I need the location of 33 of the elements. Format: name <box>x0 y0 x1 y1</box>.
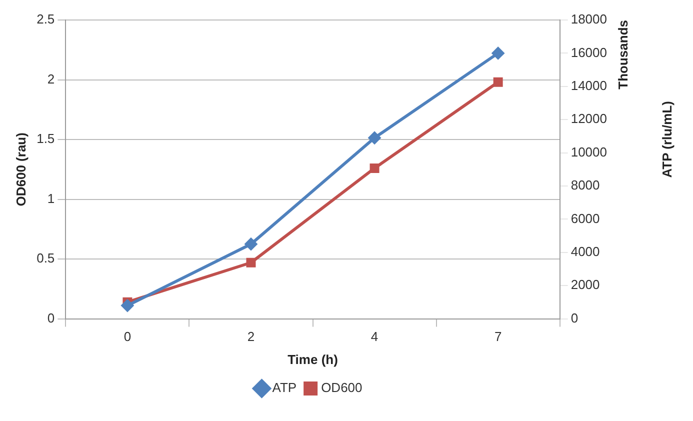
y2-tick-label: 0 <box>570 310 578 326</box>
y-tick-label: 1.5 <box>36 131 55 146</box>
point <box>493 77 503 87</box>
point <box>492 46 505 60</box>
y2-tick-label: 16000 <box>570 44 608 60</box>
point <box>370 163 380 173</box>
y2-tick-label: 8000 <box>570 178 600 193</box>
legend-label: ATP <box>272 380 297 396</box>
y2-axis-title: ATP (rlu/mL) <box>660 101 675 178</box>
y2-tick-label: 2000 <box>570 277 600 292</box>
point <box>246 258 256 268</box>
y-tick-label: 2 <box>47 71 55 86</box>
legend-label: OD600 <box>321 380 362 396</box>
point <box>244 238 258 251</box>
y-tick-label: 0 <box>47 310 55 326</box>
y2-tick-label: 4000 <box>570 244 600 259</box>
point <box>120 299 134 312</box>
x-axis-title: Time (h) <box>288 352 338 367</box>
y-tick-label: 2.5 <box>36 12 55 27</box>
point <box>368 131 382 144</box>
y2-tick-label: 6000 <box>570 210 600 226</box>
y2-tick-label: 14000 <box>570 78 608 93</box>
y2-tick-label: 18000 <box>570 12 608 27</box>
y-tick-label: 0.5 <box>36 250 55 266</box>
y2-tick-label: 12000 <box>570 111 608 126</box>
x-tick-label: 2 <box>247 329 255 344</box>
y-tick-label: 1 <box>47 190 55 206</box>
y-axis-title: OD600 (rau) <box>13 132 28 206</box>
y2-tick-label: 10000 <box>570 144 608 160</box>
x-tick-label: 0 <box>124 329 132 344</box>
x-tick-label: 4 <box>370 329 378 344</box>
x-tick-label: 7 <box>494 329 502 344</box>
text: Thousands <box>616 20 631 90</box>
